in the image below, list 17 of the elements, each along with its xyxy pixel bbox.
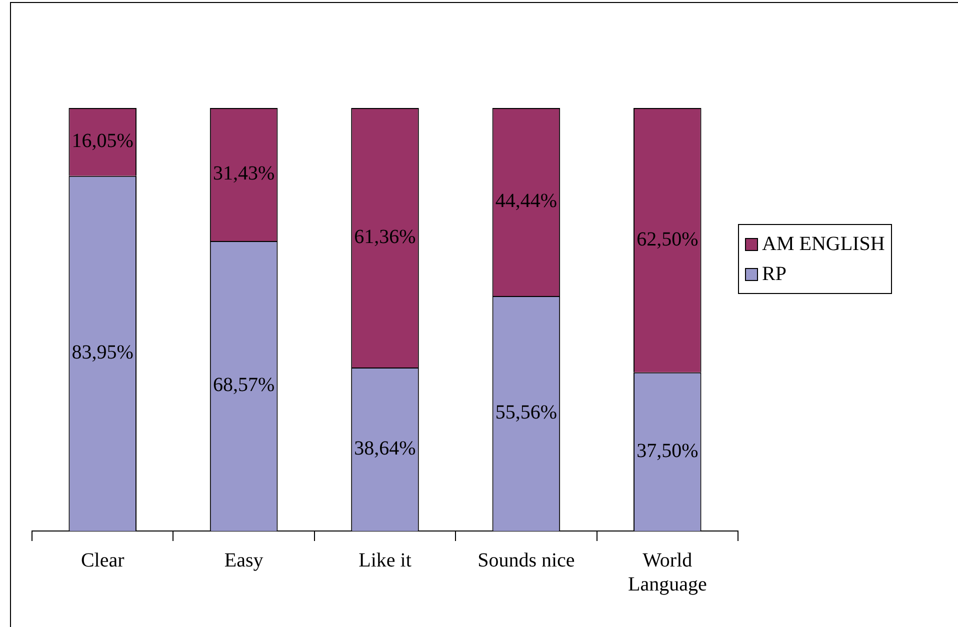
data-label: 16,05% (72, 130, 134, 152)
data-label: 68,57% (212, 374, 275, 396)
data-label: 62,50% (636, 228, 698, 250)
data-label: 44,44% (495, 190, 558, 212)
x-tick-label: Like it (358, 549, 412, 572)
data-label: 31,43% (212, 162, 275, 185)
legend-label: RP (762, 262, 786, 286)
legend-label: AM ENGLISH (762, 232, 885, 256)
data-label: 83,95% (72, 342, 134, 364)
data-label: 55,56% (495, 402, 558, 424)
data-label: 37,50% (636, 440, 698, 462)
data-label: 61,36% (354, 226, 416, 248)
x-tick-label: Easy (224, 549, 264, 572)
data-label: 38,64% (354, 438, 416, 460)
x-tick-label: Sounds nice (478, 549, 575, 572)
x-tick-label: Clear (80, 549, 125, 572)
x-tick-label: World Language (628, 549, 707, 596)
